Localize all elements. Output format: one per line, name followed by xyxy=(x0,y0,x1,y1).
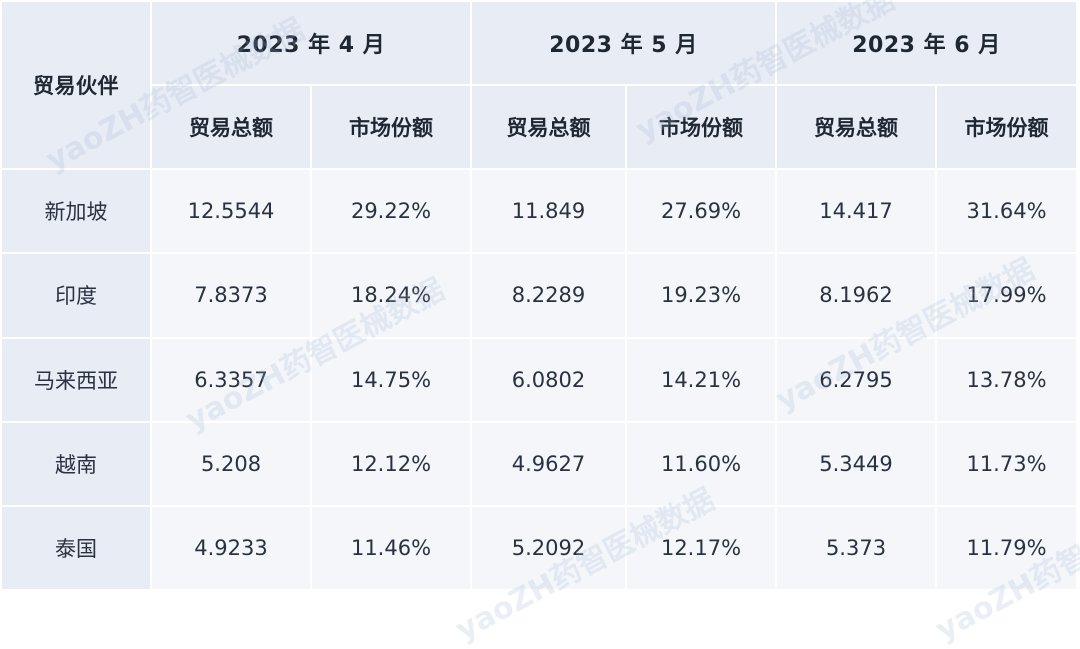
trade-total-cell: 6.3357 xyxy=(152,338,312,423)
subheader-trade-total: 贸易总额 xyxy=(472,86,627,171)
trade-total-cell: 4.9233 xyxy=(152,506,312,591)
table-row: 马来西亚 6.3357 14.75% 6.0802 14.21% 6.2795 … xyxy=(2,338,1078,423)
table-row: 印度 7.8373 18.24% 8.2289 19.23% 8.1962 17… xyxy=(2,254,1078,339)
market-share-cell: 27.69% xyxy=(627,170,777,255)
trade-total-cell: 5.3449 xyxy=(777,422,937,507)
subheader-market-share: 市场份额 xyxy=(937,86,1078,171)
market-share-cell: 19.23% xyxy=(627,254,777,339)
subheader-trade-total: 贸易总额 xyxy=(152,86,312,171)
trade-total-cell: 5.373 xyxy=(777,506,937,591)
month-header-may: 2023 年 5 月 xyxy=(472,2,777,87)
market-share-cell: 12.17% xyxy=(627,506,777,591)
market-share-cell: 14.75% xyxy=(312,338,472,423)
subheader-trade-total: 贸易总额 xyxy=(777,86,937,171)
trade-total-cell: 6.2795 xyxy=(777,338,937,423)
market-share-cell: 17.99% xyxy=(937,254,1078,339)
market-share-cell: 11.46% xyxy=(312,506,472,591)
trade-total-cell: 8.2289 xyxy=(472,254,627,339)
header-row-metrics: 贸易总额 市场份额 贸易总额 市场份额 贸易总额 市场份额 xyxy=(2,86,1078,171)
partner-cell: 马来西亚 xyxy=(2,338,152,423)
trade-total-cell: 4.9627 xyxy=(472,422,627,507)
month-header-apr: 2023 年 4 月 xyxy=(152,2,472,87)
trade-total-cell: 8.1962 xyxy=(777,254,937,339)
market-share-cell: 31.64% xyxy=(937,170,1078,255)
trade-total-cell: 14.417 xyxy=(777,170,937,255)
partner-cell: 新加坡 xyxy=(2,170,152,255)
market-share-cell: 13.78% xyxy=(937,338,1078,423)
partner-column-header: 贸易伙伴 xyxy=(2,2,152,171)
market-share-cell: 12.12% xyxy=(312,422,472,507)
market-share-cell: 29.22% xyxy=(312,170,472,255)
table-row: 新加坡 12.5544 29.22% 11.849 27.69% 14.417 … xyxy=(2,170,1078,255)
table-row: 越南 5.208 12.12% 4.9627 11.60% 5.3449 11.… xyxy=(2,422,1078,507)
subheader-market-share: 市场份额 xyxy=(312,86,472,171)
market-share-cell: 11.73% xyxy=(937,422,1078,507)
market-share-cell: 11.60% xyxy=(627,422,777,507)
subheader-market-share: 市场份额 xyxy=(627,86,777,171)
market-share-cell: 18.24% xyxy=(312,254,472,339)
market-share-cell: 14.21% xyxy=(627,338,777,423)
partner-cell: 越南 xyxy=(2,422,152,507)
trade-total-cell: 12.5544 xyxy=(152,170,312,255)
trade-total-cell: 5.208 xyxy=(152,422,312,507)
market-share-cell: 11.79% xyxy=(937,506,1078,591)
trade-total-cell: 5.2092 xyxy=(472,506,627,591)
trade-total-cell: 6.0802 xyxy=(472,338,627,423)
trade-partner-table: 贸易伙伴 2023 年 4 月 2023 年 5 月 2023 年 6 月 贸易… xyxy=(2,2,1078,591)
month-header-jun: 2023 年 6 月 xyxy=(777,2,1078,87)
partner-cell: 印度 xyxy=(2,254,152,339)
table-row: 泰国 4.9233 11.46% 5.2092 12.17% 5.373 11.… xyxy=(2,506,1078,591)
partner-cell: 泰国 xyxy=(2,506,152,591)
trade-total-cell: 7.8373 xyxy=(152,254,312,339)
trade-total-cell: 11.849 xyxy=(472,170,627,255)
header-row-months: 贸易伙伴 2023 年 4 月 2023 年 5 月 2023 年 6 月 xyxy=(2,2,1078,171)
